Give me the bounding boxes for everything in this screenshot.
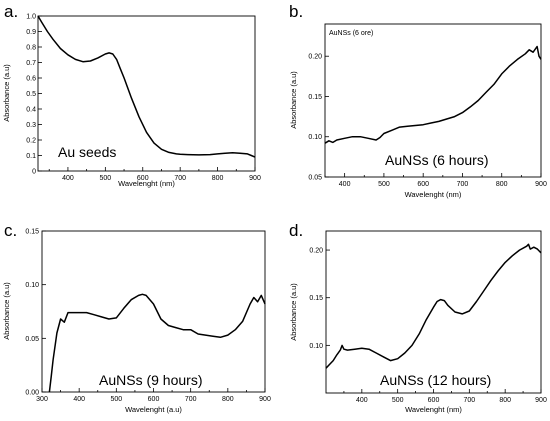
y-tick-label: 0.15 <box>309 295 323 302</box>
y-axis-title: Absorbance (a.u) <box>289 283 298 341</box>
y-tick-label: 0.7 <box>26 60 36 67</box>
x-tick-label: 300 <box>36 396 48 403</box>
x-axis-title: Wavelenght (nm) <box>405 190 462 199</box>
y-tick-label: 1.0 <box>26 14 36 21</box>
y-axis-title: Absorbance (a.u) <box>2 282 11 340</box>
x-tick-label: 500 <box>100 175 112 182</box>
y-tick-label: 0.10 <box>308 134 322 141</box>
sample-label: AuNSs (9 hours) <box>99 372 202 388</box>
x-tick-label: 500 <box>110 396 122 403</box>
x-tick-label: 900 <box>259 396 271 403</box>
y-axis-title: Absorbance (a.u) <box>2 64 11 122</box>
x-tick-label: 700 <box>457 181 469 188</box>
x-tick-label: 500 <box>392 397 404 404</box>
spectrum-line <box>324 45 542 144</box>
plot-frame <box>325 230 542 394</box>
spectrum-line <box>48 293 266 393</box>
x-tick-label: 600 <box>428 397 440 404</box>
x-axis-title: Wavelenght (a.u) <box>125 405 182 414</box>
x-tick-label: 600 <box>137 175 149 182</box>
y-tick-label: 0.20 <box>309 248 323 255</box>
y-tick-label: 0.4 <box>26 107 36 114</box>
x-tick-label: 700 <box>185 396 197 403</box>
x-tick-label: 700 <box>174 175 186 182</box>
spectrum-line <box>37 15 256 158</box>
sample-label: AuNSs (6 hours) <box>385 152 488 168</box>
x-axis-title: Wavelenght (nm) <box>118 179 175 188</box>
y-tick-label: 0.00 <box>25 390 39 397</box>
x-tick-label: 400 <box>356 397 368 404</box>
y-tick-label: 0 <box>32 169 36 176</box>
inset-label: AuNSs (6 ore) <box>329 30 373 37</box>
x-tick-label: 900 <box>535 397 547 404</box>
x-tick-label: 800 <box>496 181 508 188</box>
y-tick-label: 0.6 <box>26 76 36 83</box>
chart-panel-c: 300 400 500 600 700 800 900 0.00 0.05 0.10 0.15 Wav… <box>2 221 271 414</box>
x-tick-label: 400 <box>339 181 351 188</box>
y-tick-label: 0.1 <box>26 153 36 160</box>
chart-panel-d: 400 500 600 700 800 900 0.10 0.15 0.20 Wavelenght… <box>289 221 547 414</box>
x-tick-label: 600 <box>417 181 429 188</box>
chart-panel-b: 400 500 600 700 800 900 0.05 0.10 0.15 0.20 Wavele… <box>289 2 547 199</box>
y-tick-label: 0.10 <box>309 343 323 350</box>
y-axis-title: Absorbance (a.u) <box>289 71 298 129</box>
y-tick-label: 0.10 <box>25 282 39 289</box>
y-tick-label: 0.15 <box>308 94 322 101</box>
y-tick-label: 0.05 <box>25 336 39 343</box>
y-tick-label: 0.9 <box>26 29 36 36</box>
x-tick-label: 500 <box>378 181 390 188</box>
y-tick-label: 0.8 <box>26 45 36 52</box>
y-tick-label: 0.2 <box>26 138 36 145</box>
spectrum-line <box>325 243 542 369</box>
panel-letter: c. <box>4 221 17 240</box>
panel-letter: a. <box>4 2 18 21</box>
chart-panel-a: 400 500 600 700 800 900 0 0.1 0.2 0.3 0.4 0.5 0.6 0.7… <box>2 2 261 188</box>
sample-label: AuNSs (12 hours) <box>380 372 491 388</box>
x-tick-label: 900 <box>249 175 261 182</box>
x-tick-label: 700 <box>463 397 475 404</box>
y-tick-label: 0.20 <box>308 54 322 61</box>
x-tick-label: 400 <box>62 175 74 182</box>
panel-letter: d. <box>289 221 303 240</box>
y-tick-label: 0.3 <box>26 122 36 129</box>
x-tick-label: 800 <box>499 397 511 404</box>
y-tick-label: 0.05 <box>308 175 322 182</box>
plot-frame <box>324 23 542 178</box>
y-tick-label: 0.15 <box>25 229 39 236</box>
x-tick-label: 800 <box>222 396 234 403</box>
plot-frame <box>41 230 266 393</box>
sample-label: Au seeds <box>58 144 116 160</box>
x-tick-label: 800 <box>212 175 224 182</box>
x-tick-label: 900 <box>535 181 547 188</box>
y-tick-label: 0.5 <box>26 91 36 98</box>
panel-letter: b. <box>289 2 303 21</box>
x-axis-title: Wavelenght (nm) <box>405 405 462 414</box>
x-tick-label: 600 <box>148 396 160 403</box>
x-tick-label: 400 <box>73 396 85 403</box>
